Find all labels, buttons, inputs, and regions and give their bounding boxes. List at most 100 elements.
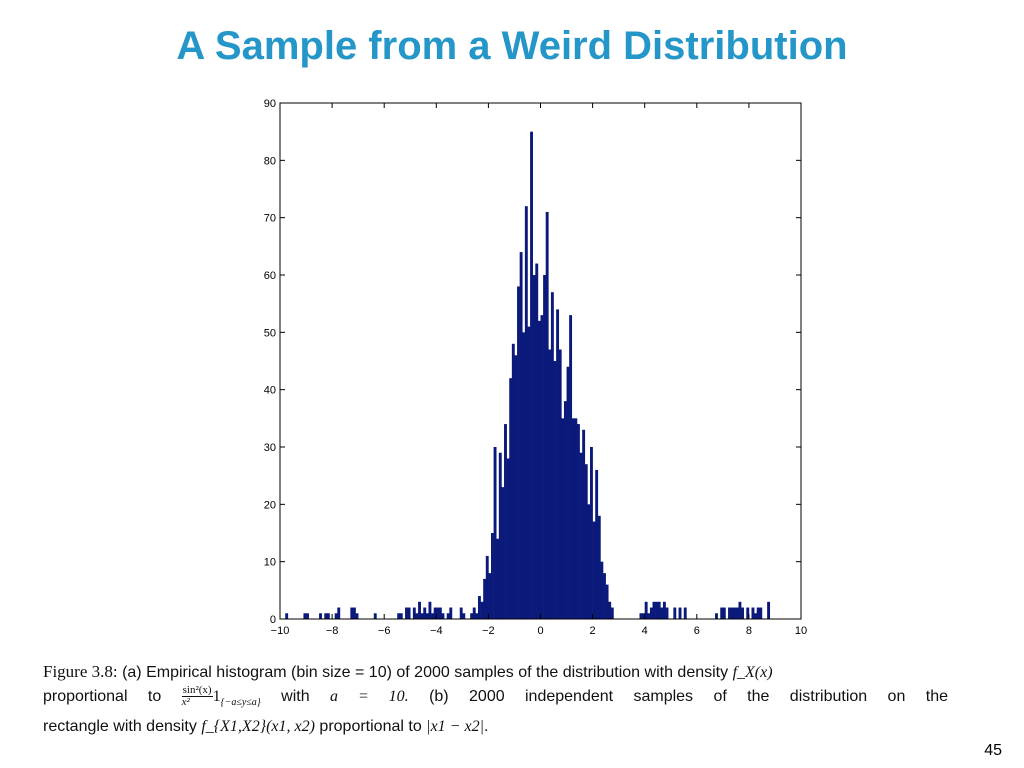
histogram-bar [415,613,419,619]
caption-proportional-to-2: proportional to [319,718,422,735]
fraction-denominator: x² [181,696,190,709]
caption-line-3: rectangle with density f_{X1,X2}(x1, x2)… [43,715,948,739]
histogram-bar [665,607,669,619]
histogram-bar [754,613,758,619]
histogram-bar [436,607,440,619]
histogram-bar [556,309,560,619]
x-tick-label: 10 [795,625,807,637]
histogram-bar [587,504,591,619]
histogram-bar [683,607,687,619]
histogram-bar [610,607,614,619]
histogram-bar [579,452,583,619]
histogram-bar [595,469,599,619]
histogram-bar [506,458,510,619]
histogram-bar [397,613,401,619]
histogram-bar [412,607,416,619]
histogram-bar [524,206,528,619]
sinc-fraction: sin²(x) x² [181,684,213,709]
caption-proportional-to: proportional to [43,688,162,705]
histogram-bar [605,584,609,619]
histogram-bar [537,320,541,619]
histogram-bar [527,326,531,619]
abs-difference: |x1 − x2| [426,718,484,735]
caption-period: . [483,718,489,735]
histogram-bar [751,607,755,619]
histogram-svg: 0 10 20 30 40 50 60 70 80 90 −10 −8 −6 −4 −2 0 2 4 6 8 10 [264,98,807,637]
histogram-bar [438,607,442,619]
histogram-bar [569,315,573,619]
y-tick-label: 10 [264,557,276,569]
histogram-bar [433,607,437,619]
joint-density: f_{X1,X2}(x1, x2) [201,718,315,735]
histogram-bar [485,555,489,619]
histogram-chart: 0 10 20 30 40 50 60 70 80 90 −10 −8 −6 −4 −2 0 2 4 6 8 10 [240,92,820,644]
histogram-bar [738,601,742,619]
histogram-bar [535,263,539,619]
param-a: a = 10. [330,688,409,705]
x-tick-label: 6 [694,625,700,637]
histogram-bar [660,607,664,619]
histogram-bar [511,343,515,619]
histogram-bar [545,211,549,619]
y-tick-label: 0 [270,614,276,626]
histogram-bar [517,286,520,619]
y-tick-label: 40 [264,385,276,397]
histogram-bar [543,275,547,619]
histogram-bar [496,538,500,619]
histogram-bar [446,613,450,619]
histogram-bar [715,613,718,619]
histogram-bar [558,349,562,619]
histogram-bar [673,607,677,619]
histogram-bar [488,573,492,619]
histogram-bar [728,607,731,619]
histogram-bar [597,515,601,619]
caption-rectangle: rectangle with density [43,718,197,735]
histogram-bar [493,447,497,619]
histogram-bar [584,464,588,619]
histogram-bar [405,607,408,619]
y-tick-label: 30 [264,442,276,454]
histogram-bar [350,607,354,619]
y-tick-label: 50 [264,327,276,339]
histogram-bar [483,578,487,619]
histogram-bar [334,613,338,619]
histogram-bar [652,601,656,619]
histogram-bar [462,613,466,619]
histogram-bar [722,607,726,619]
histogram-bar [509,378,513,619]
histogram-bar [574,418,578,619]
y-tick-label: 20 [264,499,276,511]
histogram-bar [423,607,427,619]
histogram-bar [420,613,424,619]
indicator-subscript: {−a≤y≤a} [220,697,261,708]
histogram-bar [337,607,341,619]
histogram-bar [530,131,533,619]
x-tick-label: 0 [537,625,543,637]
histogram-bar [285,613,289,619]
histogram-bar [730,607,734,619]
caption-line-2: proportional to sin²(x) x² 1{−a≤y≤a} wit… [43,685,948,715]
histogram-bar [540,315,544,619]
x-tick-label: −6 [378,625,391,637]
figure-label: Figure 3.8: [43,662,118,681]
histogram-bar [571,418,575,619]
histogram-bar [514,355,518,619]
histogram-bar [480,601,484,619]
caption-text-a: (a) Empirical histogram (bin size = 10) … [122,664,729,681]
y-tick-label: 60 [264,270,276,282]
histogram-bar [720,607,724,619]
histogram-bar [407,607,411,619]
x-tick-label: −4 [430,625,443,637]
x-tick-label: 2 [590,625,596,637]
fraction-numerator: sin²(x) [181,684,213,698]
histogram-bar [733,607,737,619]
caption-line-1: Figure 3.8: (a) Empirical histogram (bin… [43,660,948,685]
density-fx: f_X(x) [732,664,773,681]
histogram-bar [431,613,434,619]
histogram-bar [644,601,648,619]
histogram-bar [561,418,565,619]
histogram-bar [459,607,463,619]
histogram-bar [532,275,536,619]
histogram-bar [425,613,429,619]
x-tick-label: −2 [482,625,495,637]
